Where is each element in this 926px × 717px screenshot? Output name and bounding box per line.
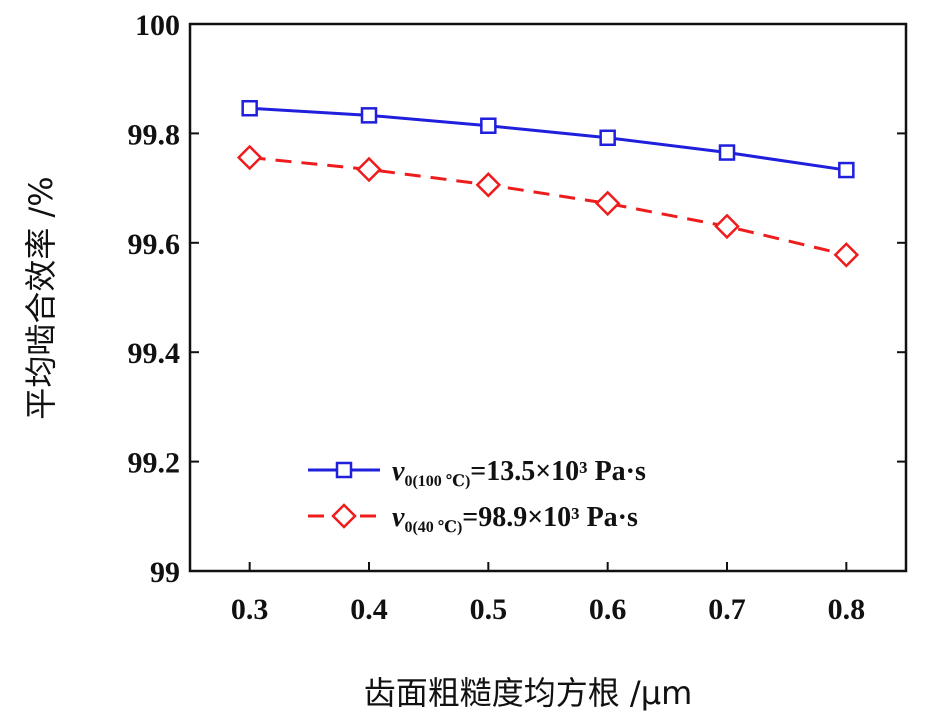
x-tick-label: 0.5 xyxy=(470,593,508,626)
series-2 xyxy=(236,144,860,268)
y-tick-label: 99 xyxy=(150,556,180,589)
legend-entry-1: ν0(100 ℃)=13.5×10³ Pa·s xyxy=(308,456,646,490)
data-point xyxy=(599,129,616,147)
y-tick-label: 99.4 xyxy=(128,337,181,370)
legend-label: ν0(100 ℃)=13.5×10³ Pa·s xyxy=(392,456,646,490)
x-tick-label: 0.8 xyxy=(828,593,866,626)
data-point xyxy=(838,161,855,179)
data-point xyxy=(360,107,378,124)
series-layer xyxy=(236,99,860,268)
x-axis-ticks: 0.3 0.4 0.5 0.6 0.7 0.8 xyxy=(231,562,865,626)
x-tick-label: 0.6 xyxy=(589,593,627,626)
legend-label: ν0(40 ℃)=98.9×10³ Pa·s xyxy=(392,502,638,536)
data-point xyxy=(236,144,263,171)
y-axis-title: 平均啮合效率 /% xyxy=(22,176,60,419)
data-point xyxy=(833,242,860,268)
data-point xyxy=(718,144,736,161)
data-point xyxy=(714,213,740,240)
legend: ν0(100 ℃)=13.5×10³ Pa·s ν0(40 ℃)=98.9×10³… xyxy=(308,456,646,536)
legend-marker xyxy=(335,461,353,479)
data-point xyxy=(241,99,258,117)
data-point xyxy=(475,172,502,198)
legend-entry-2: ν0(40 ℃)=98.9×10³ Pa·s xyxy=(308,502,638,536)
legend-marker xyxy=(331,503,357,529)
data-point xyxy=(480,117,497,134)
data-point xyxy=(594,190,621,217)
x-tick-label: 0.3 xyxy=(231,593,269,626)
x-tick-label: 0.7 xyxy=(708,593,746,626)
y-tick-label: 99.6 xyxy=(128,228,181,261)
y-tick-label: 100 xyxy=(135,9,180,42)
data-point xyxy=(356,156,382,183)
series-line xyxy=(249,155,847,257)
series-line xyxy=(249,106,847,172)
series-1 xyxy=(241,99,855,179)
x-axis-title: 齿面粗糙度均方根 /μm xyxy=(364,674,693,712)
y-tick-label: 99.2 xyxy=(128,447,181,480)
y-axis-ticks: 99 99.2 99.4 99.6 99.8 100 xyxy=(128,9,906,589)
plot-frame xyxy=(188,22,908,573)
x-tick-label: 0.4 xyxy=(350,593,388,626)
y-tick-label: 99.8 xyxy=(128,118,181,151)
